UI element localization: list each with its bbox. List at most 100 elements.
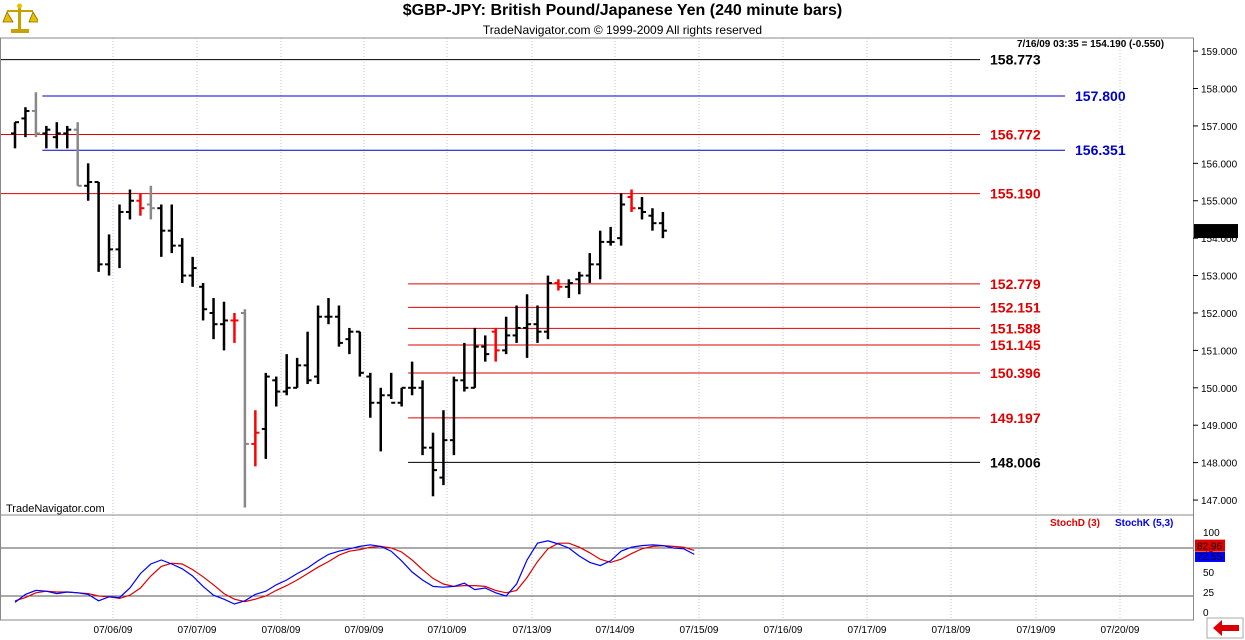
ohlc-bar: [596, 230, 605, 280]
ohlc-bar: [136, 193, 145, 216]
x-tick-label: 07/09/09: [345, 625, 384, 636]
ohlc-bar: [658, 211, 667, 239]
ohlc-bar: [167, 204, 176, 254]
y-tick-label: 152.000: [1201, 309, 1238, 320]
ohlc-bar: [125, 189, 134, 220]
level-label: 157.800: [1075, 88, 1126, 104]
x-tick-label: 07/06/09: [94, 625, 133, 636]
y-tick-label: 150.000: [1201, 384, 1238, 395]
ohlc-bar: [543, 275, 552, 340]
level-label: 148.006: [990, 454, 1041, 470]
x-tick-label: 07/13/09: [513, 625, 552, 636]
ohlc-bar: [105, 234, 114, 276]
y-tick-label: 154.000: [1201, 234, 1238, 245]
ohlc-bar: [418, 380, 427, 456]
last-quote: 7/16/09 03:35 = 154.190 (-0.550): [1017, 39, 1164, 50]
ohlc-bar: [293, 357, 302, 389]
x-tick-label: 07/20/09: [1101, 625, 1140, 636]
y-tick-label: 151.000: [1201, 346, 1238, 357]
ohlc-bar: [230, 312, 239, 343]
ohlc-bar: [481, 335, 490, 362]
ohlc-bar: [157, 204, 166, 257]
y-tick-label: 159.000: [1201, 47, 1238, 58]
ohlc-bar: [397, 386, 406, 407]
ohlc-bar: [94, 181, 103, 272]
x-tick-label: 07/07/09: [178, 625, 217, 636]
level-label: 152.151: [990, 299, 1041, 315]
x-tick-label: 07/10/09: [428, 625, 467, 636]
ohlc-bars: [11, 92, 667, 508]
stoch-y-label: 50: [1203, 568, 1215, 579]
level-label: 156.772: [990, 126, 1041, 142]
red-left-arrow-icon[interactable]: [1206, 617, 1244, 639]
ohlc-bar: [408, 361, 417, 396]
ohlc-bar: [31, 92, 40, 138]
ohlc-bar: [491, 327, 500, 362]
grid: [112, 38, 1121, 620]
stoch-y-label: 100: [1203, 528, 1220, 539]
stoch-d-line: [14, 542, 695, 603]
trophy-scale-icon: [2, 2, 40, 36]
y-tick-label: 156.000: [1201, 159, 1238, 170]
ohlc-bar: [648, 208, 657, 231]
level-label: 150.396: [990, 365, 1041, 381]
ohlc-bar: [376, 387, 385, 452]
x-tick-label: 07/16/09: [764, 625, 803, 636]
ohlc-bar: [533, 305, 542, 343]
y-tick-label: 153.000: [1201, 272, 1238, 283]
ohlc-bar: [429, 432, 437, 497]
stoch-d-value: 82.96: [1197, 542, 1222, 553]
ohlc-bar: [188, 256, 197, 287]
ohlc-bar: [209, 298, 218, 340]
ohlc-bar: [146, 185, 155, 220]
ohlc-bar: [73, 122, 82, 187]
ohlc-bar: [638, 197, 646, 220]
ohlc-bar: [84, 163, 93, 201]
ohlc-bar: [512, 305, 521, 343]
last-price-box: [1194, 224, 1238, 239]
last-price-label: 154.190: [1197, 227, 1234, 238]
y-tick-label: 149.000: [1201, 421, 1238, 432]
level-label: 155.190: [990, 186, 1041, 202]
stoch-d-label: StochD (3): [1050, 518, 1100, 529]
ohlc-bar: [52, 122, 61, 149]
chart-subtitle: TradeNavigator.com © 1999-2009 All right…: [482, 23, 763, 37]
ohlc-bar: [178, 238, 187, 284]
x-tick-label: 07/18/09: [932, 625, 971, 636]
level-label: 158.773: [990, 52, 1041, 68]
ohlc-bar: [439, 410, 448, 486]
x-tick-label: 07/19/09: [1017, 625, 1056, 636]
stoch-k-value-box: [1195, 551, 1225, 562]
x-tick-label: 07/17/09: [848, 625, 887, 636]
level-label: 156.351: [1075, 142, 1126, 158]
x-tick-label: 07/15/09: [680, 625, 719, 636]
y-tick-label: 148.000: [1201, 459, 1238, 470]
ohlc-bar: [449, 376, 458, 456]
ohlc-bar: [345, 327, 354, 355]
ohlc-bar: [575, 271, 584, 295]
stoch-k-label: StochK (5,3): [1115, 518, 1173, 529]
y-tick-label: 158.000: [1201, 85, 1238, 96]
ohlc-bar: [115, 204, 124, 269]
level-label: 151.588: [990, 320, 1041, 336]
y-tick-label: 157.000: [1201, 122, 1238, 133]
ohlc-bar: [240, 309, 249, 508]
ohlc-bar: [272, 376, 281, 407]
ohlc-bar: [606, 226, 615, 246]
y-tick-label: 147.000: [1201, 496, 1238, 507]
ohlc-bar: [42, 125, 51, 149]
axes: 07/06/09 07/07/09 07/08/09 07/09/09 07/10/09…: [0, 37, 1238, 636]
ohlc-bar: [617, 193, 626, 246]
ohlc-bar: [470, 327, 479, 389]
ohlc-bar: [314, 305, 323, 385]
ohlc-bar: [554, 279, 563, 291]
stoch-y-label: 0: [1203, 608, 1209, 619]
level-label: 151.145: [990, 337, 1041, 353]
x-tick-label: 07/08/09: [262, 625, 301, 636]
ohlc-bar: [585, 253, 594, 284]
ohlc-bar: [251, 410, 260, 467]
ohlc-bar: [366, 372, 375, 418]
ohlc-bar: [355, 330, 364, 377]
